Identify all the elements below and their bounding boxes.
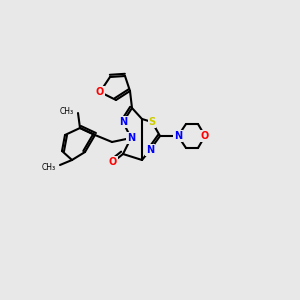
Text: S: S	[148, 117, 156, 127]
Text: N: N	[127, 133, 135, 143]
Text: O: O	[109, 157, 117, 167]
Text: N: N	[174, 131, 182, 141]
Text: N: N	[119, 117, 127, 127]
Text: O: O	[201, 131, 209, 141]
Text: O: O	[96, 87, 104, 97]
Text: N: N	[146, 145, 154, 155]
Text: CH₃: CH₃	[60, 106, 74, 116]
Text: CH₃: CH₃	[42, 163, 56, 172]
